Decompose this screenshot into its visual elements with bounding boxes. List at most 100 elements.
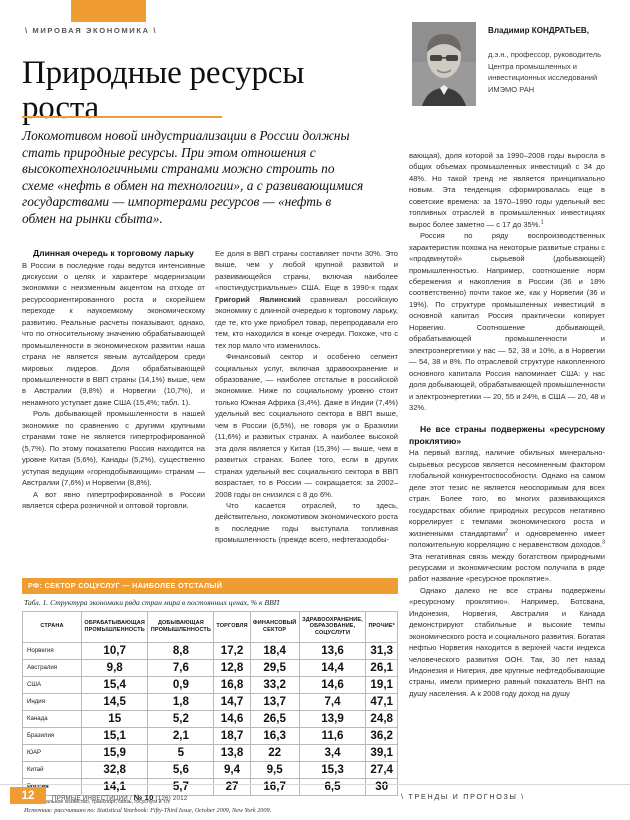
- table-cell-value: 2,1: [147, 726, 215, 745]
- table-cell-value: 1,8: [147, 692, 215, 711]
- table-cell-value: 6,5: [298, 777, 367, 796]
- paragraph: А вот явно гипертрофированной в России я…: [22, 489, 205, 511]
- table-cell-country: Австралия: [22, 658, 82, 677]
- table-cell-value: 15,4: [80, 675, 149, 694]
- paragraph: Роль добывающей промышленности в нашей э…: [22, 409, 205, 488]
- author-portrait: [412, 22, 476, 106]
- paragraph: Однако далеко не все страны подвержены «…: [409, 585, 605, 698]
- table-cell-country: Бразилия: [22, 726, 82, 745]
- table-cell-value: 10,7: [80, 641, 149, 660]
- table-col-header: ФИНАНСОВЫЙ СЕКТОР: [249, 610, 300, 643]
- accent-tab: [71, 0, 146, 22]
- paragraph: Россия по ряду воспроизводственных харак…: [409, 231, 606, 412]
- table-cell-country: ЮАР: [22, 743, 82, 762]
- paragraph-part: На первый взгляд, наличие обильных минер…: [409, 448, 605, 538]
- table-cell-value: 33,2: [249, 675, 300, 694]
- footer-divider: [0, 784, 630, 785]
- table-cell-value: 27: [213, 777, 251, 796]
- imprint: ПРЯМЫЕ ИНВЕСТИЦИИ / № 10 (126) 2012: [52, 793, 187, 802]
- table-cell-value: 24,8: [365, 709, 398, 728]
- imprint-title: ПРЯМЫЕ ИНВЕСТИЦИИ /: [52, 795, 134, 802]
- table-cell-value: 19,1: [365, 675, 398, 694]
- paragraph: вающая), доля которой за 1990–2008 годы …: [409, 150, 605, 230]
- footnote-ref: 1: [540, 219, 544, 226]
- table-col-header: ЗДРАВООХРАНЕНИЕ, ОБРАЗОВАНИЕ, СОЦУСЛУГИ: [298, 610, 367, 643]
- table-cell-value: 13,8: [213, 743, 251, 762]
- table-cell-value: 36,2: [365, 726, 398, 745]
- paragraph: Что касается отраслей, то здесь, действи…: [215, 500, 398, 545]
- table-source: Источник: рассчитано по: Statistical Yea…: [24, 807, 272, 815]
- table-cell-value: 26,5: [249, 709, 300, 728]
- table-cell-value: 5: [147, 743, 215, 762]
- paragraph-part: Ее доля в ВВП страны составляет почти 30…: [215, 249, 398, 293]
- table-caption: Табл. 1. Структура экономики ряда стран …: [24, 597, 280, 607]
- table-cell-value: 32,8: [80, 760, 149, 779]
- paragraph: Финансовый сектор и особенно сегмент соц…: [215, 352, 398, 499]
- page-number: 12: [10, 787, 46, 804]
- footnote-ref: 2: [505, 528, 509, 535]
- table-cell-value: 3,4: [298, 743, 367, 762]
- table-cell-value: 8,8: [147, 641, 215, 660]
- table-cell-value: 16,7: [249, 777, 300, 796]
- lead-paragraph: Локомотивом новой индустриализации в Рос…: [22, 128, 364, 226]
- table-cell-value: 16,8: [213, 675, 251, 694]
- subheading-trade-queue: Длинная очередь к торговому ларьку: [33, 248, 194, 258]
- table-cell-country: Норвегия: [22, 641, 82, 660]
- table-cell-value: 7,6: [147, 658, 215, 677]
- table-cell-value: 14,7: [213, 692, 251, 711]
- table-cell-value: 0,9: [147, 675, 215, 694]
- table-cell-value: 18,7: [213, 726, 251, 745]
- table-row: ЮАР 15,9 5 13,8 22 3,4 39,1: [22, 743, 398, 762]
- table-cell-value: 13,7: [249, 692, 300, 711]
- table-cell-value: 18,4: [249, 641, 300, 660]
- table-col-header: ДОБЫВАЮЩАЯ ПРОМЫШЛЕННОСТЬ: [147, 610, 215, 643]
- table-cell-value: 14,1: [80, 777, 149, 796]
- table-col-header: ОБРАБАТЫВАЮЩАЯ ПРОМЫШЛЕННОСТЬ: [80, 610, 149, 643]
- table-cell-value: 15,1: [80, 726, 149, 745]
- table-cell-value: 13,9: [298, 709, 367, 728]
- table-cell-value: 31,3: [365, 641, 398, 660]
- author-name: Владимир КОНДРАТЬЕВ,: [488, 26, 589, 35]
- author-description: д.э.н., профессор, руководитель Центра п…: [488, 50, 602, 94]
- table-col-header: ПРОЧИЕ*: [365, 610, 398, 643]
- table-col-header: СТРАНА: [22, 610, 82, 643]
- table-body: Норвегия 10,7 8,8 17,2 18,4 13,6 31,3 Австралия…: [22, 641, 398, 796]
- table-cell-value: 16,3: [249, 726, 300, 745]
- table-header-row: СТРАНА ОБРАБАТЫВАЮЩАЯ ПРОМЫШЛЕННОСТЬ ДОБЫВ…: [22, 610, 398, 643]
- text-column-1: Длинная очередь к торговому ларьку В Рос…: [22, 248, 205, 511]
- table-col-header: ТОРГОВЛЯ: [213, 610, 251, 643]
- table-cell-value: 9,5: [249, 760, 300, 779]
- table-cell-country: США: [22, 675, 82, 694]
- table-cell-value: 14,4: [298, 658, 367, 677]
- paragraph-part: сравнивал российскую экономику с длинной…: [215, 294, 399, 350]
- footnote-ref: 3: [602, 539, 605, 546]
- table-row: Канада 15 5,2 14,6 26,5 13,9 24,8: [22, 709, 398, 728]
- table-cell-value: 11,6: [298, 726, 367, 745]
- table-cell-value: 5,7: [147, 777, 215, 796]
- table-cell-value: 14,5: [80, 692, 149, 711]
- table-cell-value: 5,2: [147, 709, 215, 728]
- table-cell-value: 15,9: [80, 743, 149, 762]
- table-cell-value: 47,1: [365, 692, 398, 711]
- table-cell-value: 5,6: [147, 760, 215, 779]
- paragraph: В России в последние годы ведутся интенс…: [22, 260, 205, 407]
- rubric-label: \ МИРОВАЯ ЭКОНОМИКА \: [25, 26, 158, 35]
- table-cell-value: 26,1: [365, 658, 398, 677]
- issue-number: № 10: [133, 793, 154, 802]
- table-cell-value: 15: [80, 709, 149, 728]
- table-footnote: * Коммунальное хозяйство, транспорт, свя…: [24, 798, 171, 805]
- table-cell-value: 27,4: [365, 760, 398, 779]
- table-cell-value: 22: [249, 743, 300, 762]
- table-cell-value: 13,6: [298, 641, 367, 660]
- table-row: Индия 14,5 1,8 14,7 13,7 7,4 47,1: [22, 692, 398, 711]
- table-row: Китай 32,8 5,6 9,4 9,5 15,3 27,4: [22, 760, 398, 779]
- paragraph: На первый взгляд, наличие обильных минер…: [409, 447, 605, 584]
- table-cell-value: 15,3: [298, 760, 367, 779]
- paragraph-part: вающая), доля которой за 1990–2008 годы …: [409, 151, 605, 229]
- economy-structure-table: СТРАНА ОБРАБАТЫВАЮЩАЯ ПРОМЫШЛЕННОСТЬ ДОБЫВ…: [22, 610, 398, 796]
- text-column-3: вающая), доля которой за 1990–2008 годы …: [409, 150, 605, 699]
- table-cell-value: 7,4: [298, 692, 367, 711]
- data-table-block: РФ: СЕКТОР СОЦУСЛУГ — НАИБОЛЕЕ ОТСТАЛЫЙ …: [22, 578, 398, 814]
